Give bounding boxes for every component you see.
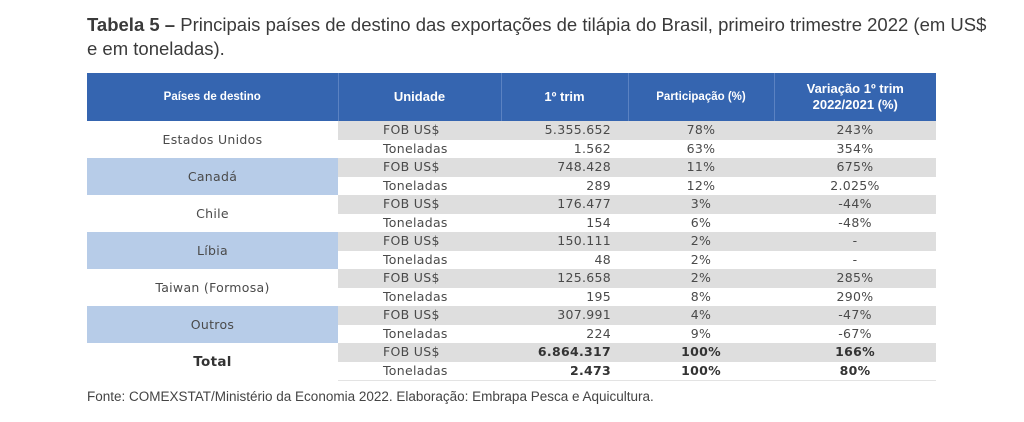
value-cell: 154 [586,214,611,230]
share-cell: 100% [628,361,774,381]
value-cell: 224 [586,325,611,341]
table-row: Toneladas 154 6% -48% [87,214,936,233]
exports-table: Países de destino Unidade 1º trim Partic… [87,73,936,381]
table-row: Líbia FOB US$ 150.111 2% - [87,232,936,269]
unit-cell: Toneladas [383,140,448,156]
table-row: Estados Unidos FOB US$ 5.355.652 78% 243% [87,121,936,147]
share-cell: 8% [690,288,712,304]
variation-cell: -48% [838,214,872,230]
variation-cell: 80% [774,361,936,381]
country-cell: Outros [87,306,338,343]
table-caption: Tabela 5 – Principais países de destino … [87,13,987,61]
variation-cell: -44% [774,195,936,214]
value-cell: 48 [594,251,611,267]
variation-cell: -47% [774,306,936,325]
header-variacao-line2: 2022/2021 (%) [812,97,898,112]
table-row: Chile FOB US$ 176.477 3% -44% [87,195,936,221]
value-cell: 5.355.652 [501,121,628,140]
value-cell: 748.428 [501,158,628,177]
country-cell: Líbia [87,232,338,269]
share-cell: 12% [686,177,716,193]
header-variacao: Variação 1º trim 2022/2021 (%) [774,73,936,121]
header-variacao-line1: Variação 1º trim [806,81,904,96]
share-cell: 2% [628,232,774,251]
unit-cell: FOB US$ [338,121,501,140]
value-cell: 176.477 [501,195,628,214]
share-cell: 78% [628,121,774,140]
unit-cell: FOB US$ [338,343,501,362]
value-cell: 307.991 [501,306,628,325]
share-cell: 2% [628,269,774,288]
variation-cell: 166% [774,343,936,362]
unit-cell: Toneladas [383,251,448,267]
share-cell: 6% [690,214,712,230]
share-cell: 2% [690,251,712,267]
variation-cell: 285% [774,269,936,288]
variation-cell: - [774,232,936,251]
unit-cell: Toneladas [383,325,448,341]
unit-cell: Toneladas [383,288,448,304]
variation-cell: 354% [836,140,874,156]
country-cell: Canadá [87,158,338,195]
variation-cell: 243% [774,121,936,140]
table-row: Toneladas 289 12% 2.025% [87,177,936,196]
country-cell: Chile [196,205,229,221]
table-row: Toneladas 195 8% 290% [87,288,936,307]
unit-cell: FOB US$ [338,195,501,214]
table-row: Outros FOB US$ 307.991 4% -47% [87,306,936,343]
table-row: Toneladas 1.562 63% 354% [87,140,936,159]
unit-cell: Toneladas [383,177,448,193]
source-note: Fonte: COMEXSTAT/Ministério da Economia … [87,389,654,404]
variation-cell: - [852,251,858,267]
value-cell: 195 [586,288,611,304]
unit-cell: FOB US$ [338,269,501,288]
header-participacao: Participação (%) [628,73,775,121]
caption-text: Principais países de destino das exporta… [87,14,987,59]
variation-cell: 675% [774,158,936,177]
table-row: Toneladas 2.473 100% 80% [87,361,936,381]
unit-cell: Toneladas [383,214,448,230]
country-cell: Estados Unidos [162,131,263,147]
value-cell: 289 [586,177,611,193]
value-cell: 6.864.317 [501,343,628,362]
share-cell: 11% [628,158,774,177]
table-row: Taiwan (Formosa) FOB US$ 125.658 2% 285% [87,269,936,295]
table-row: Toneladas 224 9% -67% [87,325,936,344]
share-cell: 100% [628,343,774,362]
unit-cell: FOB US$ [338,232,501,251]
header-unidade: Unidade [338,73,502,121]
table-header-row: Países de destino Unidade 1º trim Partic… [87,73,936,121]
country-cell: Taiwan (Formosa) [155,279,270,295]
unit-cell: Toneladas [338,361,501,381]
share-cell: 4% [628,306,774,325]
header-paises: Países de destino [87,73,339,121]
variation-cell: 2.025% [830,177,880,193]
header-1-trim: 1º trim [501,73,629,121]
variation-cell: 290% [836,288,874,304]
value-cell: 150.111 [501,232,628,251]
country-cell: Total [193,353,232,370]
table-row: Toneladas 48 2% - [87,251,936,270]
unit-cell: FOB US$ [338,306,501,325]
variation-cell: -67% [838,325,872,341]
share-cell: 63% [686,140,716,156]
value-cell: 1.562 [573,140,611,156]
caption-label: Tabela 5 – [87,14,176,35]
unit-cell: FOB US$ [338,158,501,177]
share-cell: 9% [690,325,712,341]
table-row: Total FOB US$ 6.864.317 100% 166% [87,343,936,370]
table-row: Canadá FOB US$ 748.428 11% 675% [87,158,936,195]
value-cell: 125.658 [501,269,628,288]
share-cell: 3% [628,195,774,214]
value-cell: 2.473 [501,361,628,381]
